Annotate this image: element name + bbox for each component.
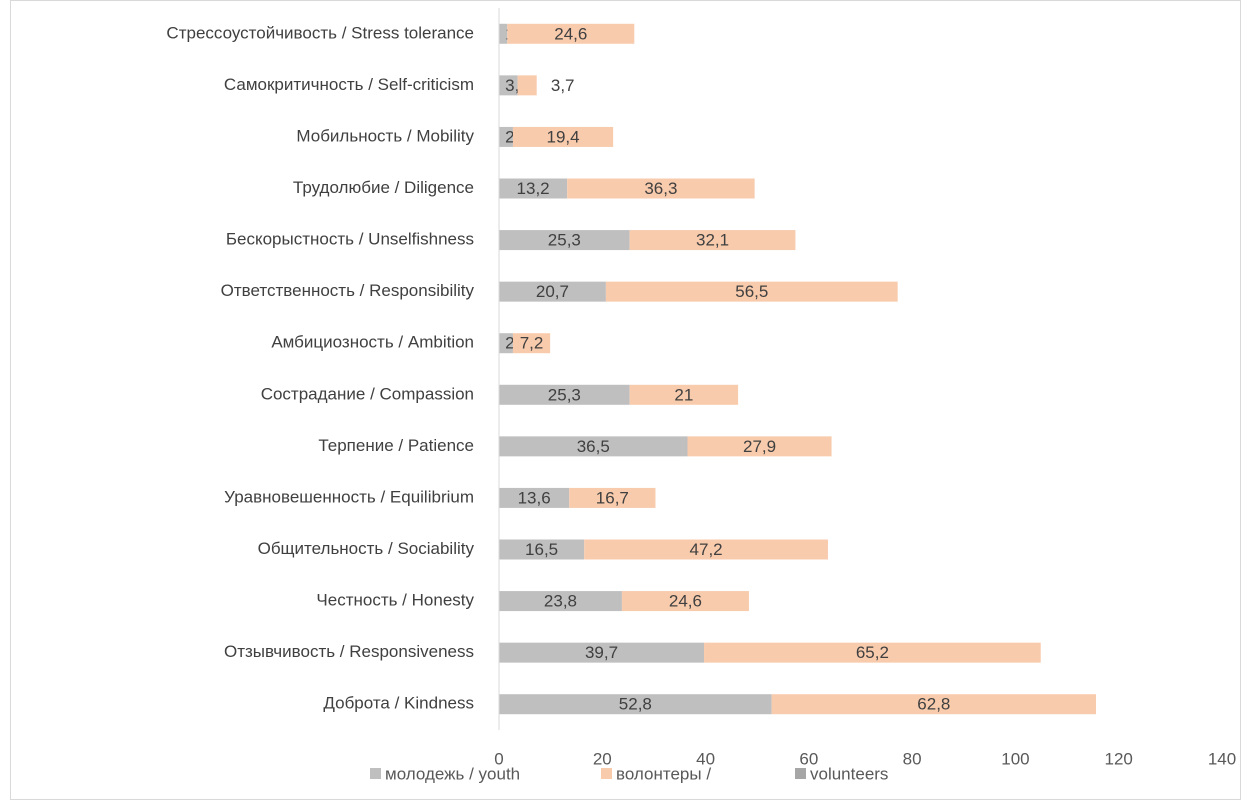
- x-tick-label: 60: [799, 749, 818, 768]
- category-label: Бескорыстность / Unselfishness: [226, 230, 474, 249]
- bar-segment: [629, 384, 739, 405]
- data-label: 13,6: [518, 488, 551, 507]
- category-label: Терпение / Patience: [318, 436, 474, 455]
- data-label: 19,4: [546, 127, 579, 146]
- data-label: 65,2: [856, 643, 889, 662]
- category-label: Мобильность / Mobility: [296, 126, 474, 145]
- data-label: 24,6: [554, 24, 587, 43]
- bar-segment: [499, 75, 518, 96]
- chart-frame: [10, 0, 1241, 800]
- x-tick-label: 80: [903, 749, 922, 768]
- legend-swatch: [370, 768, 381, 779]
- category-label: Уравновешенность / Equilibrium: [224, 487, 474, 506]
- category-label: Сострадание / Compassion: [261, 384, 474, 403]
- legend-label: волонтеры /: [616, 764, 711, 783]
- bar-segment: [605, 281, 898, 302]
- bar-segment: [517, 75, 537, 96]
- data-label: 13,2: [517, 179, 550, 198]
- bar-segment: [687, 436, 832, 457]
- data-label: 25,3: [548, 231, 581, 250]
- data-label: 52,8: [619, 695, 652, 714]
- legend-swatch: [795, 768, 806, 779]
- x-tick-label: 100: [1001, 749, 1029, 768]
- bar-segment: [507, 23, 635, 44]
- data-label: 7,2: [520, 334, 544, 353]
- data-label: 21: [674, 385, 693, 404]
- category-label: Ответственность / Responsibility: [221, 281, 475, 300]
- legend-label: volunteers: [810, 764, 888, 783]
- category-label: Стрессоустойчивость / Stress tolerance: [166, 23, 474, 42]
- category-label: Трудолюбие / Diligence: [293, 178, 474, 197]
- bar-segment: [499, 487, 570, 508]
- data-label: 36,5: [577, 437, 610, 456]
- legend-swatch: [601, 768, 612, 779]
- bar-segment: [499, 333, 513, 354]
- bar-segment: [499, 230, 630, 251]
- bar-segment: [567, 178, 755, 199]
- bar-segment: [499, 384, 630, 405]
- data-label: 25,3: [548, 385, 581, 404]
- bar-segment: [512, 333, 551, 354]
- data-label: 24,6: [669, 592, 702, 611]
- data-label: 3,7: [551, 76, 575, 95]
- category-label: Доброта / Kindness: [323, 694, 474, 713]
- data-label: 27,9: [743, 437, 776, 456]
- category-label: Честность / Honesty: [316, 591, 474, 610]
- data-label: 39,7: [585, 643, 618, 662]
- bar-segment: [499, 591, 622, 612]
- bar-segment: [621, 591, 749, 612]
- category-label: Отзывчивость / Responsiveness: [224, 642, 474, 661]
- x-tick-label: 40: [696, 749, 715, 768]
- data-label: 47,2: [690, 540, 723, 559]
- category-label: Амбициозность / Ambition: [271, 333, 474, 352]
- bar-segment: [499, 642, 705, 663]
- data-label: 16,7: [596, 488, 629, 507]
- category-label: Общительность / Sociability: [258, 539, 475, 558]
- bar-segment: [512, 126, 614, 147]
- bar-segment: [499, 281, 606, 302]
- bar-segment: [771, 694, 1096, 715]
- bar-segment: [499, 694, 772, 715]
- x-tick-label: 0: [494, 749, 503, 768]
- x-tick-label: 20: [593, 749, 612, 768]
- bar-segment: [499, 436, 688, 457]
- x-tick-label: 140: [1208, 749, 1236, 768]
- data-label: 20,7: [536, 282, 569, 301]
- bar-segment: [499, 126, 513, 147]
- bar-segment: [704, 642, 1041, 663]
- legend-label: молодежь / youth: [385, 764, 520, 783]
- bar-segment: [499, 178, 568, 199]
- category-label: Самокритичность / Self-criticism: [224, 75, 474, 94]
- bar-segment: [584, 539, 828, 560]
- bar-segment: [569, 487, 656, 508]
- data-label: 16,5: [525, 540, 558, 559]
- bar-segment: [629, 230, 796, 251]
- bar-segment: [499, 539, 585, 560]
- data-label: 36,3: [644, 179, 677, 198]
- data-label: 62,8: [917, 695, 950, 714]
- data-label: 32,1: [696, 231, 729, 250]
- data-label: 56,5: [735, 282, 768, 301]
- x-tick-label: 120: [1105, 749, 1133, 768]
- data-label: 23,8: [544, 592, 577, 611]
- bar-segment: [499, 23, 508, 44]
